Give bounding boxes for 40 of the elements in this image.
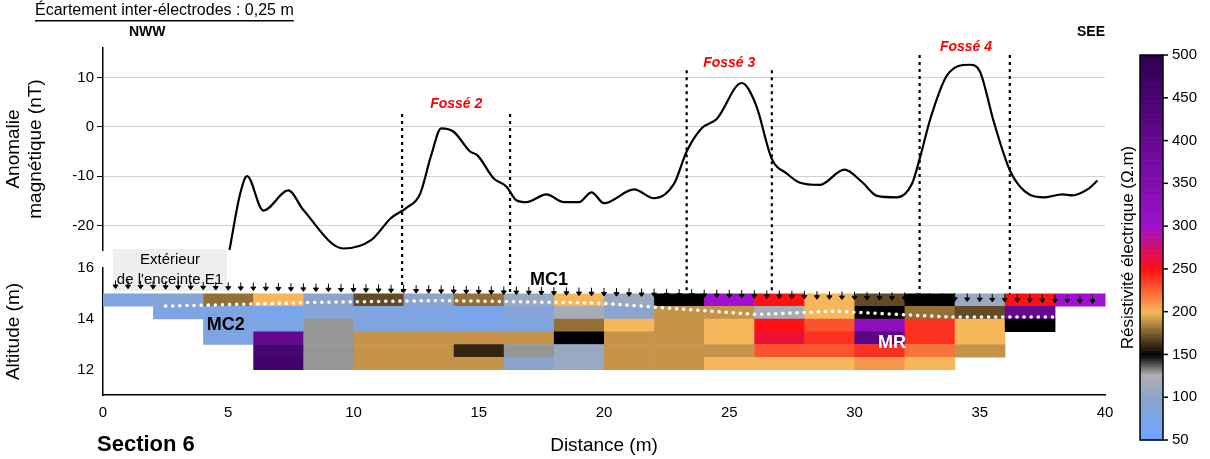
y-tick-label: -20 (72, 215, 94, 233)
annotation: MC2 (206, 313, 245, 334)
color-bar-label: 300 (1172, 216, 1198, 234)
x-tick-label: 40 (1096, 403, 1114, 421)
x-tick-label: 10 (345, 403, 362, 421)
x-tick-label: 0 (98, 403, 108, 421)
text: Section 6 (97, 431, 195, 457)
annotation: MC1 (529, 268, 568, 289)
annotation: Fossé 3 (703, 54, 756, 71)
x-tick-label: 5 (224, 403, 233, 421)
color-bar-label: 450 (1172, 87, 1198, 105)
y-tick-label: 0 (85, 116, 94, 134)
annotation: Extérieur de l'enceinte E1 (116, 250, 224, 288)
annotation: Fossé 2 (430, 95, 483, 112)
y-axis-title: Altitude (m) (1, 282, 23, 381)
y-tick-label: -10 (72, 166, 94, 184)
y-tick-label: 16 (77, 258, 94, 276)
chart-title: Écartement inter-électrodes : 0,25 m (35, 0, 294, 19)
y-tick-label: 10 (77, 67, 94, 85)
color-bar-title: Résistivité électrique (Ω.m) (1117, 145, 1137, 350)
color-bar-label: 200 (1172, 301, 1198, 319)
text: NWW (129, 22, 167, 39)
color-bar-label: 350 (1172, 173, 1198, 191)
color-bar-label: 100 (1172, 387, 1198, 405)
y-tick-label: 12 (77, 359, 94, 377)
text: SEE (1076, 22, 1105, 39)
color-bar-label: 250 (1172, 259, 1198, 277)
y-tick-label: 14 (77, 308, 94, 326)
x-axis-title: Distance (m) (550, 433, 658, 455)
x-tick-label: 25 (720, 403, 738, 421)
annotation: Fossé 4 (939, 38, 993, 55)
x-tick-label: 15 (470, 403, 488, 421)
y-axis-title: Anomalie magnétique (nT) (1, 79, 46, 219)
color-bar-label: 50 (1172, 430, 1189, 448)
x-tick-label: 35 (971, 403, 989, 421)
x-tick-label: 30 (846, 403, 863, 421)
color-bar-label: 400 (1172, 130, 1198, 148)
color-bar-label: 500 (1172, 45, 1198, 63)
color-bar-label: 150 (1172, 344, 1198, 362)
x-tick-label: 20 (595, 403, 613, 421)
